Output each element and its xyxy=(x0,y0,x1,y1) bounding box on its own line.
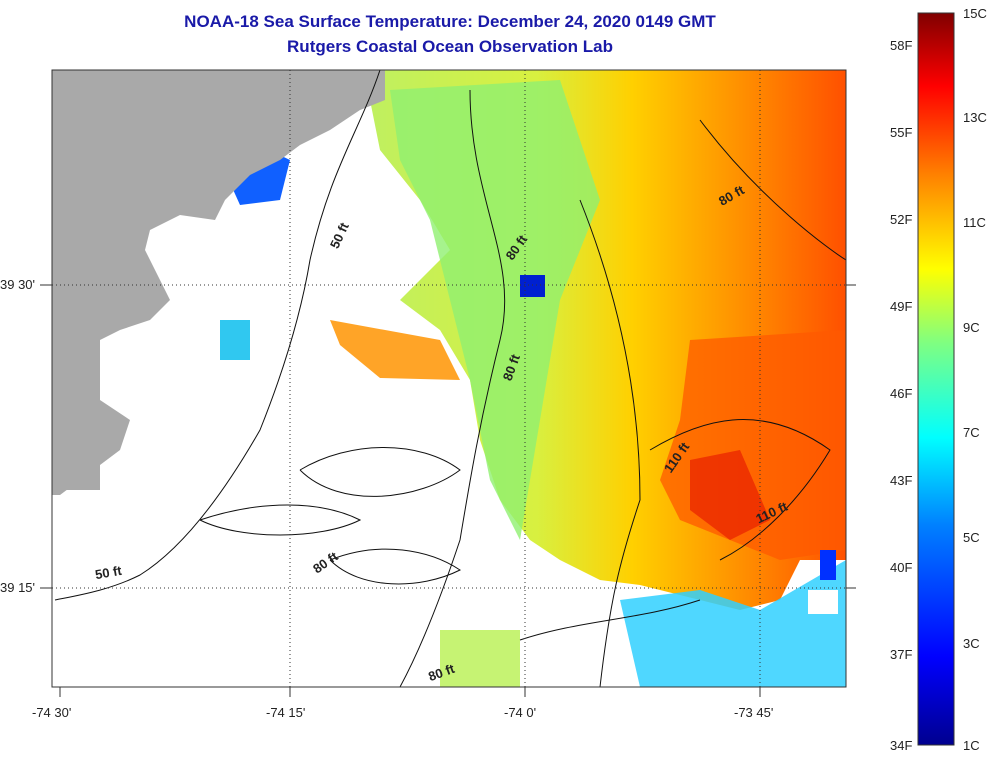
map-frame xyxy=(51,69,847,688)
no-data-patch xyxy=(808,590,838,614)
colorbar-c-label: 13C xyxy=(963,110,987,125)
colorbar-c-label: 1C xyxy=(963,738,980,753)
y-tick-label: 39 15' xyxy=(0,580,36,595)
colorbar-c-label: 3C xyxy=(963,636,980,651)
colorbar-f-label: 34F xyxy=(890,738,913,753)
warm-streak xyxy=(330,320,460,380)
colorbar-f-label: 43F xyxy=(890,473,913,488)
graticule xyxy=(52,70,846,687)
colorbar-f-label: 58F xyxy=(890,38,913,53)
x-tick-label: -73 45' xyxy=(734,705,774,720)
map-subtitle: Rutgers Coastal Ocean Observation Lab xyxy=(287,37,613,56)
land-south xyxy=(52,300,100,490)
axis-ticks xyxy=(40,284,856,697)
x-tick-label: -74 15' xyxy=(266,705,306,720)
green-patch xyxy=(440,630,520,687)
colorbar xyxy=(917,12,955,746)
land-mass xyxy=(52,70,385,495)
colorbar-c-label: 15C xyxy=(963,6,987,21)
x-tick-label: -74 30' xyxy=(32,705,72,720)
cool-water-region xyxy=(620,560,846,687)
colorbar-c-label: 5C xyxy=(963,530,980,545)
map-title: NOAA-18 Sea Surface Temperature: Decembe… xyxy=(184,12,716,31)
cold-patch xyxy=(820,550,836,580)
hot-spot xyxy=(690,450,770,540)
colorbar-c-label: 11C xyxy=(963,215,986,230)
colorbar-c-label: 9C xyxy=(963,320,980,335)
cold-pixel xyxy=(520,275,545,297)
colorbar-f-label: 46F xyxy=(890,386,913,401)
y-tick-label: 39 30' xyxy=(0,277,36,292)
cyan-patch xyxy=(220,320,250,360)
colorbar-f-label: 37F xyxy=(890,647,913,662)
colorbar-f-label: 49F xyxy=(890,299,913,314)
bathymetry-contours xyxy=(54,70,846,687)
x-tick-label: -74 0' xyxy=(504,705,537,720)
colorbar-f-label: 55F xyxy=(890,125,913,140)
colorbar-c-label: 7C xyxy=(963,425,980,440)
colorbar-f-label: 52F xyxy=(890,212,913,227)
colorbar-f-label: 40F xyxy=(890,560,913,575)
cool-green-band xyxy=(390,80,600,540)
